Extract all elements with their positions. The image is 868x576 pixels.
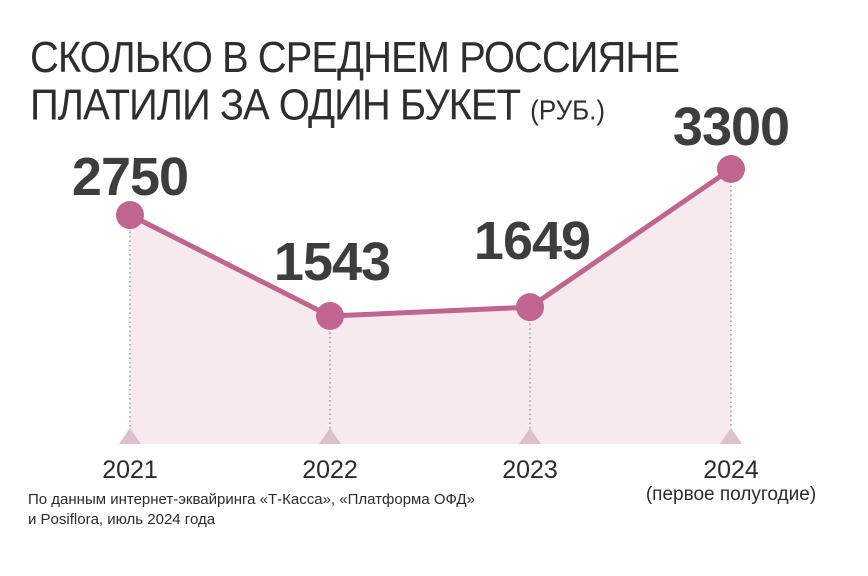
x-tick-label-2021: 2021 (102, 456, 158, 484)
area-layer (130, 169, 731, 444)
tick-marker-2022 (319, 428, 341, 444)
data-label-2024: 3300 (673, 97, 789, 157)
data-point-2021 (116, 201, 144, 230)
tick-marker-2023 (519, 428, 541, 444)
tick-label-layer: 2021 2022 2023 2024(первое полугодие) (102, 456, 816, 505)
chart-title: СКОЛЬКО В СРЕДНЕМ РОССИЯНЕ ПЛАТИЛИ ЗА ОД… (30, 34, 850, 133)
x-tick-sublabel-2024: (первое полугодие) (646, 484, 816, 505)
label-layer: 2750 1543 1649 3300 (72, 97, 790, 292)
data-point-2024 (717, 155, 745, 183)
data-point-2023 (516, 293, 544, 322)
data-label-2021: 2750 (72, 147, 188, 207)
x-tick-label-2023: 2023 (502, 456, 558, 484)
area-fill (130, 169, 731, 444)
source-note: По данным интернет-эквайринга «Т-Касса»,… (28, 490, 588, 530)
guide-layer (129, 181, 732, 430)
data-label-2022: 1543 (274, 232, 390, 292)
x-tick-label-2024: 2024 (703, 456, 759, 484)
tick-marker-2024 (720, 428, 742, 444)
x-tick-label-2022: 2022 (302, 456, 358, 484)
tick-marker-2021 (119, 428, 141, 444)
point-layer (116, 155, 745, 330)
source-note-line-1: По данным интернет-эквайринга «Т-Касса»,… (28, 491, 475, 508)
chart-title-main: СКОЛЬКО В СРЕДНЕМ РОССИЯНЕ ПЛАТИЛИ ЗА ОД… (30, 34, 680, 130)
line-layer (127, 166, 734, 319)
source-note-line-2: и Posiflora, июль 2024 года (28, 511, 216, 528)
chart-title-unit: (РУБ.) (530, 93, 606, 126)
tick-marker-layer (119, 428, 742, 444)
data-label-2023: 1649 (474, 211, 590, 271)
series-line (127, 166, 734, 319)
data-point-2022 (316, 302, 344, 330)
